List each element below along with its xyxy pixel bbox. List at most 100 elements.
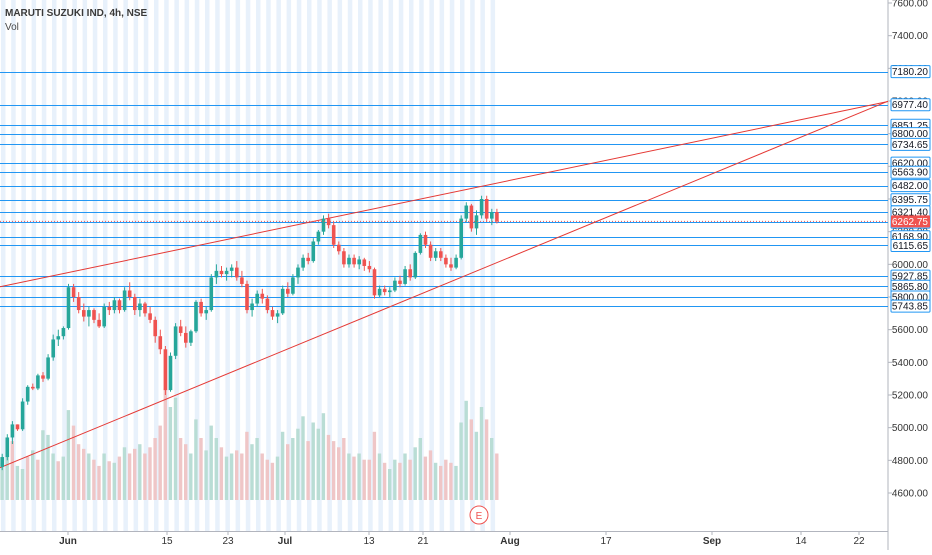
candle <box>484 195 489 222</box>
price-tag-label: 6734.65 <box>892 140 929 151</box>
session-band <box>388 0 394 531</box>
candle <box>219 265 224 278</box>
session-band <box>113 0 118 531</box>
candle-body <box>321 218 326 232</box>
volume-bar <box>76 444 81 500</box>
price-tag-box <box>890 98 931 112</box>
x-tick-label: 14 <box>795 536 807 547</box>
candle <box>143 301 147 317</box>
session-band <box>266 0 271 531</box>
candle <box>311 238 316 263</box>
candle-body <box>71 287 76 297</box>
candle-body <box>214 270 219 278</box>
candle-body <box>423 234 428 245</box>
volume-bar <box>367 459 371 500</box>
candle <box>454 254 458 270</box>
candle-body <box>229 267 234 271</box>
x-tick-label: 22 <box>853 536 865 547</box>
volume-bar <box>184 444 188 500</box>
candle <box>245 280 249 314</box>
volume-bar <box>87 453 91 500</box>
candle-body <box>265 298 270 311</box>
candle-body <box>469 205 474 229</box>
candle <box>31 383 35 391</box>
candle <box>112 297 117 314</box>
candle-body <box>107 306 112 311</box>
volume-bar <box>214 438 218 500</box>
candle-body <box>275 313 280 317</box>
volume-bar <box>372 431 377 500</box>
candle-body <box>377 288 382 296</box>
y-tick-label: 4800.00 <box>892 456 929 467</box>
session-band <box>62 0 67 531</box>
price-tag-label: 6977.40 <box>892 100 929 111</box>
volume-label: Vol <box>5 22 19 33</box>
candle-series <box>0 195 499 471</box>
volume-bar <box>20 469 25 500</box>
price-tag: 5927.85 <box>890 269 931 283</box>
session-band <box>296 0 302 531</box>
volume-bar <box>51 453 55 500</box>
x-tick-label: Jun <box>59 536 77 547</box>
candle-body <box>168 355 173 391</box>
session-band <box>358 0 363 531</box>
volume-bar <box>357 453 361 500</box>
candle <box>117 298 122 314</box>
volume-bar <box>138 444 142 500</box>
candle <box>10 421 15 444</box>
session-band <box>21 0 26 531</box>
x-tick-label: Sep <box>703 536 721 547</box>
candle-body <box>224 270 229 275</box>
volume-bar <box>270 462 275 500</box>
candle-body <box>82 310 86 317</box>
volume-bar <box>82 448 86 500</box>
symbol-label: MARUTI SUZUKI IND, 4h, NSE <box>5 8 148 19</box>
candle <box>168 352 173 392</box>
volume-bar <box>117 456 122 500</box>
volume-bar <box>10 441 14 500</box>
candle-body <box>209 277 214 311</box>
candle-body <box>433 251 438 258</box>
candle <box>428 241 433 262</box>
volume-bar <box>204 450 208 500</box>
session-band <box>286 0 292 531</box>
volume-bar <box>291 438 295 500</box>
candle <box>326 213 331 229</box>
price-tag: 6563.90 <box>890 165 931 179</box>
candle <box>56 329 61 346</box>
session-band <box>327 0 332 531</box>
volume-bar <box>158 425 162 500</box>
candle <box>5 434 10 461</box>
candle <box>178 319 183 337</box>
volume-bar <box>413 447 417 500</box>
volume-bar <box>122 447 127 500</box>
price-tag-label: 6321.40 <box>892 207 929 218</box>
x-tick-label: 15 <box>161 536 173 547</box>
session-band <box>52 0 57 531</box>
earnings-marker: E <box>469 505 489 525</box>
candle <box>36 373 40 391</box>
volume-bar <box>46 434 50 500</box>
candle-body <box>219 270 224 275</box>
price-tag: 6115.65 <box>890 238 931 252</box>
price-tag-label: 6115.65 <box>893 241 929 252</box>
session-band <box>409 0 414 531</box>
candle-body <box>316 231 321 242</box>
candle-body <box>245 283 249 311</box>
candle-body <box>367 265 372 270</box>
volume-bar <box>433 462 438 500</box>
candle <box>479 195 484 219</box>
candle <box>235 261 239 281</box>
volume-bar <box>484 419 489 500</box>
candle-body <box>56 336 61 340</box>
candle-body <box>61 328 66 337</box>
trend-line-lower <box>0 100 889 469</box>
candle-body <box>153 319 157 337</box>
x-axis: Jun 15 23 Jul 13 21 Aug 17 Sep 14 22 <box>59 531 865 547</box>
volume-bar <box>5 453 9 500</box>
candle-body <box>439 251 443 258</box>
candle <box>189 329 193 346</box>
candle-body <box>194 301 198 332</box>
candle <box>398 275 402 288</box>
